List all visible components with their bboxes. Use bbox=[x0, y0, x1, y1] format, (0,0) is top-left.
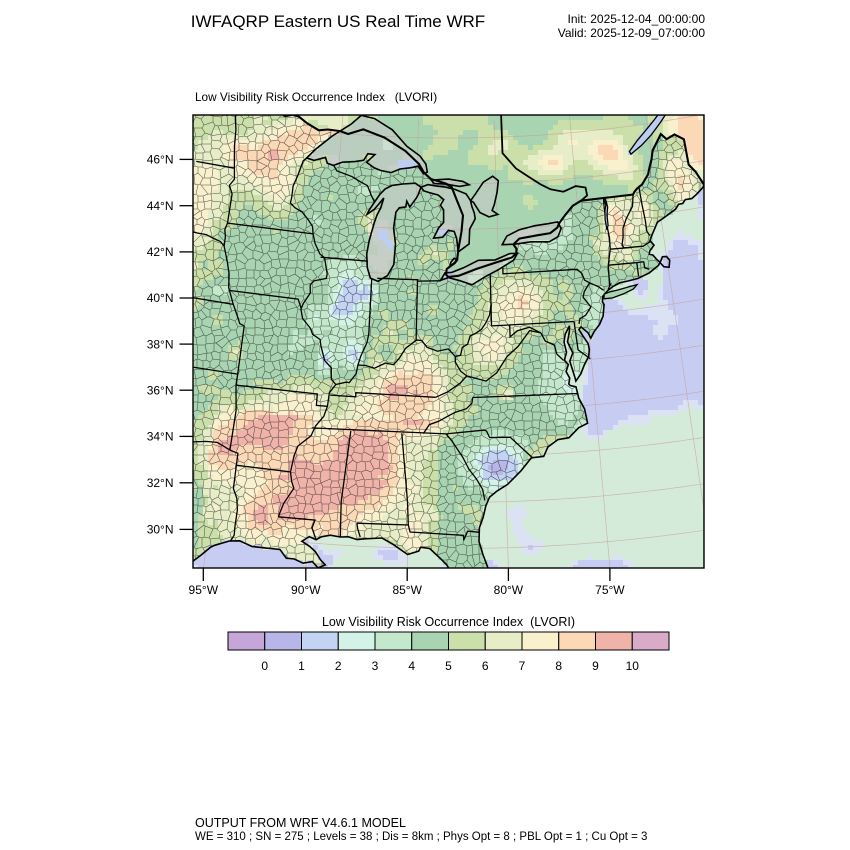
svg-text:1: 1 bbox=[298, 659, 305, 673]
svg-text:IWFAQRP Eastern US Real Time W: IWFAQRP Eastern US Real Time WRF bbox=[191, 12, 485, 31]
svg-text:8: 8 bbox=[555, 659, 562, 673]
svg-text:38°N: 38°N bbox=[147, 337, 174, 351]
svg-text:85°W: 85°W bbox=[392, 583, 422, 597]
svg-text:4: 4 bbox=[408, 659, 415, 673]
svg-text:44°N: 44°N bbox=[147, 199, 174, 213]
svg-text:36°N: 36°N bbox=[147, 383, 174, 397]
svg-text:0: 0 bbox=[261, 659, 268, 673]
svg-text:40°N: 40°N bbox=[147, 291, 174, 305]
svg-text:7: 7 bbox=[519, 659, 526, 673]
svg-text:2: 2 bbox=[335, 659, 342, 673]
svg-text:80°W: 80°W bbox=[494, 583, 524, 597]
svg-text:34°N: 34°N bbox=[147, 430, 174, 444]
svg-text:WE = 310 ; SN = 275 ; Levels =: WE = 310 ; SN = 275 ; Levels = 38 ; Dis … bbox=[195, 831, 647, 843]
svg-text:42°N: 42°N bbox=[147, 245, 174, 259]
svg-text:Valid: 2025-12-09_07:00:00: Valid: 2025-12-09_07:00:00 bbox=[558, 26, 706, 40]
svg-text:46°N: 46°N bbox=[147, 153, 174, 167]
svg-text:9: 9 bbox=[592, 659, 599, 673]
svg-text:5: 5 bbox=[445, 659, 452, 673]
svg-text:32°N: 32°N bbox=[147, 476, 174, 490]
svg-text:Low Visibility Risk Occurrence: Low Visibility Risk Occurrence Index (LV… bbox=[322, 615, 575, 629]
svg-text:OUTPUT FROM WRF V4.6.1 MODEL: OUTPUT FROM WRF V4.6.1 MODEL bbox=[195, 816, 406, 830]
svg-text:95°W: 95°W bbox=[189, 583, 219, 597]
svg-text:Init: 2025-12-04_00:00:00: Init: 2025-12-04_00:00:00 bbox=[568, 12, 706, 26]
svg-text:3: 3 bbox=[372, 659, 379, 673]
svg-text:75°W: 75°W bbox=[595, 583, 625, 597]
svg-text:10: 10 bbox=[626, 659, 640, 673]
svg-text:30°N: 30°N bbox=[147, 523, 174, 537]
svg-text:Low Visibility Risk Occurrence: Low Visibility Risk Occurrence Index (LV… bbox=[195, 90, 437, 104]
svg-text:90°W: 90°W bbox=[291, 583, 321, 597]
svg-text:6: 6 bbox=[482, 659, 489, 673]
